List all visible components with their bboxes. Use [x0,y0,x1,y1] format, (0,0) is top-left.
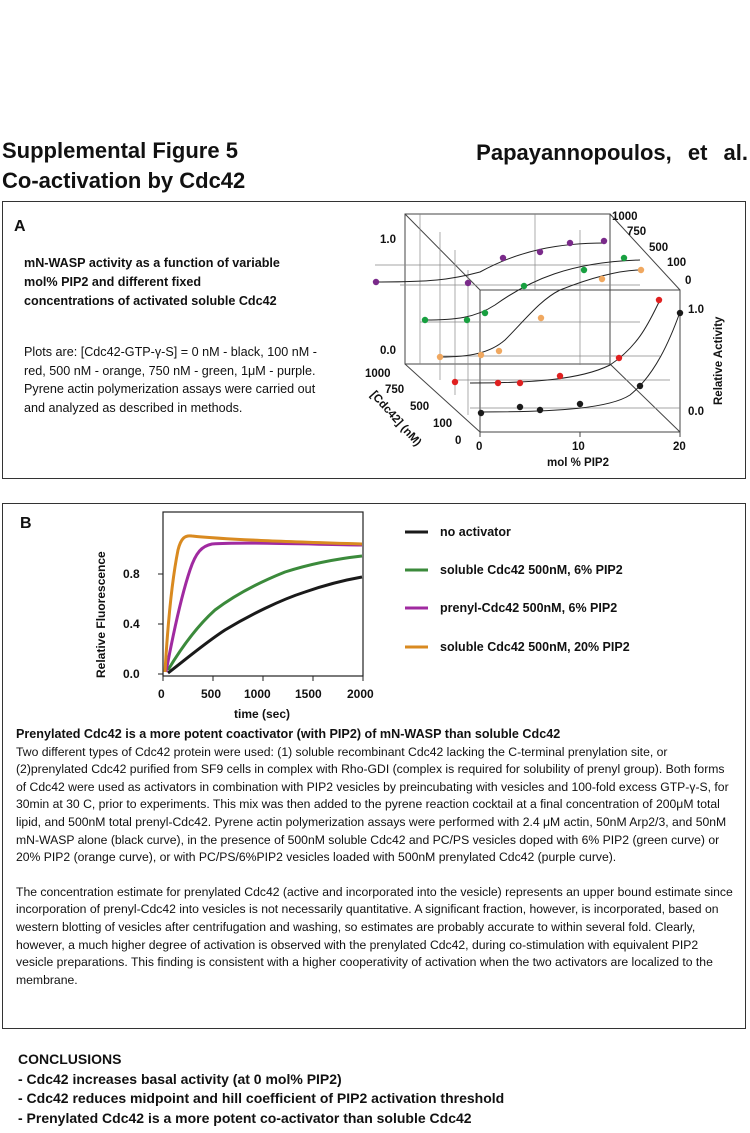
depth-tick-left: 100 [433,418,452,430]
panel-b-kinetics-plot: 0 500 1000 1500 2000 time (sec) 0.0 0.4 … [94,511,630,721]
panel-a-3d-plot: 1.0 0.0 1000 750 500 100 0 1000 750 500 … [365,211,725,469]
plot-b-x-label: time (sec) [234,707,290,721]
right-tick-0-0: 0.0 [688,406,704,418]
curve-orange [163,534,363,673]
panel-b-caption-heading: Prenylated Cdc42 is a more potent coacti… [16,727,561,741]
legend-label: no activator [440,525,511,539]
points-purple [372,237,608,287]
legend-label: soluble Cdc42 500nM, 6% PIP2 [440,563,623,577]
depth-tick-left: 1000 [365,368,391,380]
plot-a-edge [609,213,681,291]
panel-a-description-bold: mN-WASP activity as a function of variab… [24,256,280,308]
x-tick: 0 [476,441,482,453]
plot-b-y-tick: 0.0 [123,667,140,681]
authors: Papayannopoulos, et al. [476,140,748,165]
panel-b-caption-paragraph-1: Two different types of Cdc42 protein wer… [16,744,729,865]
plot-b-y-tick: 0.8 [123,567,140,581]
plot-b-y-tick: 0.4 [123,617,140,631]
panel-b-caption-paragraph-2: The concentration estimate for prenylate… [16,884,733,987]
figure-title-line-2: Co-activation by Cdc42 [2,168,246,193]
depth-tick-left: 500 [410,401,429,413]
x-tick: 20 [673,441,686,453]
plot-a-edge [609,363,681,433]
plot-b-x-tick: 500 [201,687,221,701]
depth-tick-top: 1000 [612,211,638,223]
figure-title-line-1: Supplemental Figure 5 [2,138,238,163]
curve-black [167,575,363,675]
legend-label: prenyl-Cdc42 500nM, 6% PIP2 [440,601,617,615]
right-axis-label: Relative Activity [713,316,725,405]
points-red [451,296,663,387]
points-black [477,309,684,417]
plot-a-back-frame [404,213,611,365]
curve-100nm [469,299,661,384]
plot-a-tick-0-0: 0.0 [380,345,396,357]
depth-axis-label: [Cdc42] (nM) [368,389,424,449]
conclusions: CONCLUSIONS - Cdc42 increases basal acti… [18,1050,504,1128]
plot-a-tick-1-0: 1.0 [380,234,396,246]
right-tick-1-0: 1.0 [688,304,704,316]
conclusion-item: - Prenylated Cdc42 is a more potent co-a… [18,1109,472,1126]
panel-a-description: Plots are: [Cdc42-GTP-γ-S] = 0 nM - blac… [24,345,317,415]
curve-green [166,554,363,671]
depth-tick-top: 500 [649,242,668,254]
plot-b-y-label: Relative Fluorescence [94,551,108,678]
panel-a [2,201,746,479]
depth-tick-top: 750 [627,226,646,238]
depth-tick-left: 0 [455,435,461,447]
conclusion-item: - Cdc42 increases basal activity (at 0 m… [18,1070,342,1087]
plot-a-edge [404,213,481,291]
points-orange [436,266,645,361]
plot-a-edge [404,363,481,433]
conclusion-item: - Cdc42 reduces midpoint and hill coeffi… [18,1090,505,1106]
conclusions-heading: CONCLUSIONS [18,1051,122,1067]
plot-b-x-tick: 1500 [295,687,322,701]
depth-tick-top: 0 [685,275,691,287]
plot-b-x-tick: 0 [158,687,165,701]
figure-title: Supplemental Figure 5 Co-activation by C… [2,136,245,196]
panel-a-letter: A [14,218,26,235]
panel-b-caption: Prenylated Cdc42 is a more potent coacti… [16,726,736,989]
plot-b-x-tick: 2000 [347,687,374,701]
panel-b-letter: B [20,515,32,532]
curve-purple [164,541,363,673]
panel-b [2,503,746,1029]
plot-b-legend: no activator soluble Cdc42 500nM, 6% PIP… [405,525,630,654]
x-tick: 10 [572,441,585,453]
depth-tick-top: 100 [667,257,686,269]
plot-b-x-tick: 1000 [244,687,271,701]
legend-label: soluble Cdc42 500nM, 20% PIP2 [440,640,630,654]
x-axis-label: mol % PIP2 [547,457,609,469]
curve-750nm [424,259,641,321]
curve-1000nm [374,242,606,283]
points-green [421,254,628,324]
depth-tick-left: 750 [385,384,404,396]
